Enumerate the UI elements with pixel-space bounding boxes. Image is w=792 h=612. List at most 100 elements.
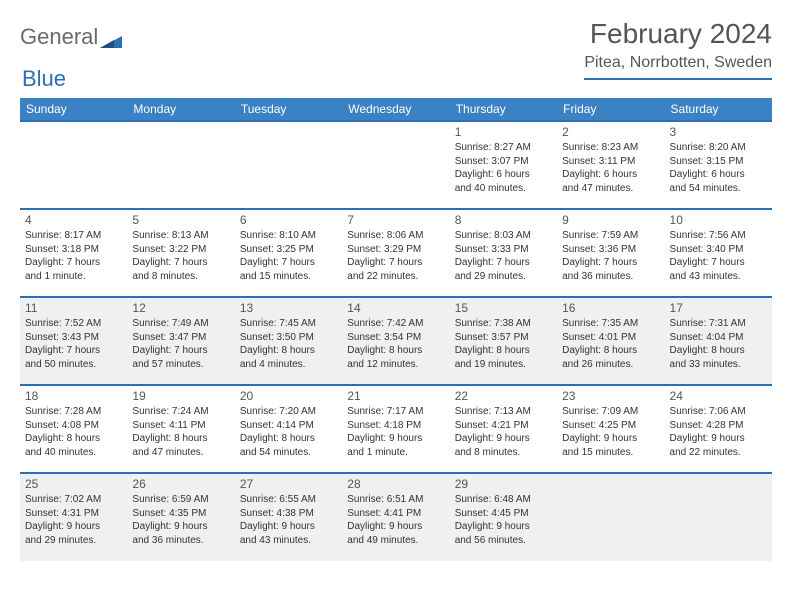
day-day2: and 54 minutes. <box>670 182 767 196</box>
calendar-day-cell <box>235 121 342 209</box>
calendar-day-cell: 13Sunrise: 7:45 AMSunset: 3:50 PMDayligh… <box>235 297 342 385</box>
day-number: 12 <box>132 301 229 315</box>
calendar-week-row: 18Sunrise: 7:28 AMSunset: 4:08 PMDayligh… <box>20 385 772 473</box>
day-sunset: Sunset: 4:14 PM <box>240 419 337 433</box>
day-day2: and 1 minute. <box>25 270 122 284</box>
calendar-day-cell: 7Sunrise: 8:06 AMSunset: 3:29 PMDaylight… <box>342 209 449 297</box>
day-sunrise: Sunrise: 7:38 AM <box>455 317 552 331</box>
day-number: 17 <box>670 301 767 315</box>
day-sunrise: Sunrise: 7:42 AM <box>347 317 444 331</box>
day-sunset: Sunset: 4:01 PM <box>562 331 659 345</box>
calendar-day-cell: 16Sunrise: 7:35 AMSunset: 4:01 PMDayligh… <box>557 297 664 385</box>
day-day1: Daylight: 7 hours <box>25 344 122 358</box>
day-day2: and 8 minutes. <box>132 270 229 284</box>
day-day1: Daylight: 8 hours <box>132 432 229 446</box>
logo: General <box>20 18 122 50</box>
weekday-header: Thursday <box>450 98 557 121</box>
day-sunrise: Sunrise: 8:03 AM <box>455 229 552 243</box>
day-sunrise: Sunrise: 6:51 AM <box>347 493 444 507</box>
day-day1: Daylight: 8 hours <box>240 432 337 446</box>
day-number: 7 <box>347 213 444 227</box>
calendar-day-cell: 4Sunrise: 8:17 AMSunset: 3:18 PMDaylight… <box>20 209 127 297</box>
day-day2: and 1 minute. <box>347 446 444 460</box>
day-day2: and 40 minutes. <box>455 182 552 196</box>
calendar-day-cell <box>127 121 234 209</box>
day-sunrise: Sunrise: 7:52 AM <box>25 317 122 331</box>
day-sunset: Sunset: 4:28 PM <box>670 419 767 433</box>
calendar-day-cell <box>342 121 449 209</box>
day-sunrise: Sunrise: 7:35 AM <box>562 317 659 331</box>
day-day1: Daylight: 8 hours <box>455 344 552 358</box>
day-sunrise: Sunrise: 7:17 AM <box>347 405 444 419</box>
weekday-header: Wednesday <box>342 98 449 121</box>
day-sunrise: Sunrise: 7:45 AM <box>240 317 337 331</box>
day-sunrise: Sunrise: 7:31 AM <box>670 317 767 331</box>
day-sunset: Sunset: 3:07 PM <box>455 155 552 169</box>
day-day1: Daylight: 7 hours <box>670 256 767 270</box>
day-day1: Daylight: 9 hours <box>670 432 767 446</box>
calendar-week-row: 11Sunrise: 7:52 AMSunset: 3:43 PMDayligh… <box>20 297 772 385</box>
day-number: 16 <box>562 301 659 315</box>
day-day2: and 40 minutes. <box>25 446 122 460</box>
day-sunset: Sunset: 4:11 PM <box>132 419 229 433</box>
day-sunset: Sunset: 3:22 PM <box>132 243 229 257</box>
day-sunrise: Sunrise: 7:49 AM <box>132 317 229 331</box>
calendar-day-cell: 23Sunrise: 7:09 AMSunset: 4:25 PMDayligh… <box>557 385 664 473</box>
calendar-day-cell: 20Sunrise: 7:20 AMSunset: 4:14 PMDayligh… <box>235 385 342 473</box>
calendar-day-cell <box>20 121 127 209</box>
day-sunrise: Sunrise: 7:20 AM <box>240 405 337 419</box>
day-day1: Daylight: 9 hours <box>132 520 229 534</box>
calendar-day-cell: 6Sunrise: 8:10 AMSunset: 3:25 PMDaylight… <box>235 209 342 297</box>
day-number: 21 <box>347 389 444 403</box>
day-day1: Daylight: 9 hours <box>347 432 444 446</box>
calendar-week-row: 25Sunrise: 7:02 AMSunset: 4:31 PMDayligh… <box>20 473 772 561</box>
day-sunset: Sunset: 3:29 PM <box>347 243 444 257</box>
day-sunrise: Sunrise: 6:55 AM <box>240 493 337 507</box>
calendar-week-row: 1 Sunrise: 8:27 AMSunset: 3:07 PMDaylight… <box>20 121 772 209</box>
calendar-day-cell: 24Sunrise: 7:06 AMSunset: 4:28 PMDayligh… <box>665 385 772 473</box>
calendar-day-cell: 11Sunrise: 7:52 AMSunset: 3:43 PMDayligh… <box>20 297 127 385</box>
title-block: February 2024 Pitea, Norrbotten, Sweden <box>584 18 772 80</box>
day-number: 9 <box>562 213 659 227</box>
calendar-day-cell: 2Sunrise: 8:23 AMSunset: 3:11 PMDaylight… <box>557 121 664 209</box>
day-day2: and 36 minutes. <box>562 270 659 284</box>
day-number: 25 <box>25 477 122 491</box>
weekday-header: Saturday <box>665 98 772 121</box>
day-sunrise: Sunrise: 7:56 AM <box>670 229 767 243</box>
day-number: 29 <box>455 477 552 491</box>
calendar-day-cell: 9Sunrise: 7:59 AMSunset: 3:36 PMDaylight… <box>557 209 664 297</box>
day-day2: and 19 minutes. <box>455 358 552 372</box>
day-day2: and 8 minutes. <box>455 446 552 460</box>
calendar-body: 1Sunrise: 8:27 AMSunset: 3:07 PMDaylight… <box>20 121 772 561</box>
day-sunset: Sunset: 4:41 PM <box>347 507 444 521</box>
day-sunset: Sunset: 3:25 PM <box>240 243 337 257</box>
day-number: 6 <box>240 213 337 227</box>
month-title: February 2024 <box>584 18 772 50</box>
day-sunset: Sunset: 3:15 PM <box>670 155 767 169</box>
day-day1: Daylight: 8 hours <box>25 432 122 446</box>
day-number: 8 <box>455 213 552 227</box>
day-day2: and 26 minutes. <box>562 358 659 372</box>
weekday-header: Sunday <box>20 98 127 121</box>
day-day2: and 43 minutes. <box>240 534 337 548</box>
day-number: 4 <box>25 213 122 227</box>
day-sunrise: Sunrise: 6:59 AM <box>132 493 229 507</box>
day-sunset: Sunset: 3:40 PM <box>670 243 767 257</box>
day-number: 1 <box>455 125 552 139</box>
calendar-day-cell <box>665 473 772 561</box>
day-sunrise: Sunrise: 7:24 AM <box>132 405 229 419</box>
day-day1: Daylight: 7 hours <box>25 256 122 270</box>
day-sunset: Sunset: 3:43 PM <box>25 331 122 345</box>
day-number: 27 <box>240 477 337 491</box>
day-day2: and 29 minutes. <box>25 534 122 548</box>
day-number: 10 <box>670 213 767 227</box>
day-number: 5 <box>132 213 229 227</box>
day-sunrise: Sunrise: 8:27 AM <box>455 141 552 155</box>
day-number: 22 <box>455 389 552 403</box>
day-day2: and 36 minutes. <box>132 534 229 548</box>
day-number: 28 <box>347 477 444 491</box>
day-day1: Daylight: 6 hours <box>455 168 552 182</box>
day-day1: Daylight: 8 hours <box>670 344 767 358</box>
day-sunset: Sunset: 4:21 PM <box>455 419 552 433</box>
calendar-day-cell: 25Sunrise: 7:02 AMSunset: 4:31 PMDayligh… <box>20 473 127 561</box>
